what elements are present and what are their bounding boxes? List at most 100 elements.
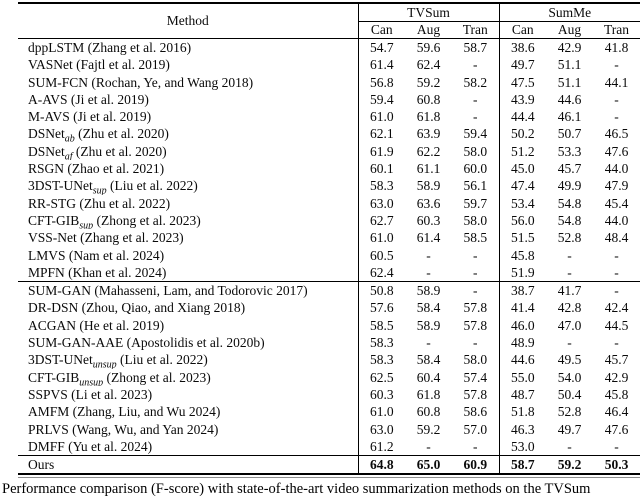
- group-header-row: Method TVSum SumMe: [18, 3, 640, 39]
- value-cell: 58.9: [416, 178, 441, 194]
- value-cell: 58.2: [463, 74, 488, 90]
- method-cell: SSPVS (Li et al. 2023): [28, 386, 153, 402]
- value-cell: 46.3: [498, 420, 547, 438]
- value-cell: -: [473, 247, 478, 263]
- table-row: CFT-GIBsup (Zhong et al. 2023) 62.7 60.3 58…: [18, 211, 640, 230]
- table-row: 3DST-UNetunsup (Liu et al. 2022) 58.3 58.4…: [18, 351, 640, 369]
- value-cell: 59.6: [416, 40, 441, 55]
- value-cell: 51.1: [557, 74, 582, 90]
- method-cell: 3DST-UNetsup (Liu et al. 2022): [18, 177, 358, 194]
- value-cell: 62.1: [357, 125, 405, 143]
- method-cell: SUM-GAN-AAE (Apostolidis et al. 2020b): [28, 335, 265, 351]
- value-cell: 49.7: [557, 421, 582, 437]
- col-header-summe-tran: Tran: [593, 21, 640, 39]
- col-header-summe-aug: Aug: [546, 21, 594, 39]
- value-cell: 56.0: [498, 211, 547, 230]
- value-cell: 57.8: [463, 317, 488, 333]
- value-cell: 61.2: [357, 437, 405, 456]
- value-cell: 54.0: [557, 369, 582, 385]
- value-cell: 53.3: [557, 143, 582, 159]
- value-cell: 55.0: [498, 368, 547, 386]
- value-cell: 64.8: [357, 455, 405, 476]
- section-ours: Ours 64.8 65.0 60.9 58.7 59.2 50.3: [18, 455, 640, 476]
- value-cell: 50.8: [357, 281, 405, 300]
- value-cell: 60.8: [416, 91, 441, 107]
- table-row: VSS-Net (Zhang et al. 2023) 61.0 61.4 58.5 5…: [18, 229, 640, 247]
- method-cell: LMVS (Nam et al. 2024): [28, 247, 165, 263]
- value-cell: -: [473, 264, 478, 280]
- table-row: MPFN (Khan et al. 2024) 62.4 - - 51.9 - -: [18, 263, 640, 282]
- value-cell: 58.9: [405, 281, 452, 300]
- value-cell: 59.4: [357, 90, 405, 109]
- value-cell: 45.8: [498, 246, 547, 264]
- method-cell: RR-STG (Zhu et al. 2022): [28, 195, 171, 211]
- value-cell: 59.7: [463, 195, 488, 211]
- value-cell: 42.4: [604, 300, 629, 316]
- method-cell: dppLSTM (Zhang et al. 2016): [28, 40, 192, 55]
- value-cell: 42.9: [604, 369, 629, 385]
- value-cell: 50.3: [593, 455, 640, 476]
- value-cell: 58.3: [357, 351, 405, 369]
- table-row: DSNetaf (Zhu et al. 2020) 61.9 62.2 58.0 51.…: [18, 142, 640, 161]
- value-cell: 48.7: [498, 385, 547, 404]
- method-cell: MPFN (Khan et al. 2024): [28, 264, 167, 280]
- value-cell: 61.4: [416, 230, 441, 246]
- value-cell: 50.2: [498, 125, 547, 143]
- value-cell: 53.0: [498, 437, 547, 456]
- value-cell: -: [426, 335, 431, 351]
- value-cell: 60.5: [357, 246, 405, 264]
- value-cell: 59.4: [463, 126, 488, 142]
- value-cell: 45.7: [604, 352, 629, 368]
- value-cell: 60.3: [416, 212, 441, 228]
- value-cell: -: [593, 281, 640, 300]
- value-cell: 58.6: [463, 404, 488, 420]
- value-cell: 47.6: [604, 421, 629, 437]
- value-cell: 62.7: [357, 211, 405, 230]
- value-cell: 57.6: [357, 299, 405, 317]
- value-cell: 44.1: [604, 74, 629, 90]
- value-cell: -: [614, 247, 619, 263]
- table-row: SUM-FCN (Rochan, Ye, and Wang 2018) 56.8 5…: [18, 73, 640, 91]
- table-row: DSNetab (Zhu et al. 2020) 62.1 63.9 59.4 50.…: [18, 125, 640, 143]
- value-cell: 38.7: [498, 281, 547, 300]
- value-cell: 52.8: [557, 404, 582, 420]
- section-supervised: dppLSTM (Zhang et al. 2016) 54.7 59.6 58.7 3…: [18, 38, 640, 282]
- value-cell: -: [452, 281, 500, 300]
- value-cell: 50.7: [557, 126, 582, 142]
- value-cell: 58.4: [416, 300, 441, 316]
- value-cell: -: [473, 335, 478, 351]
- method-cell: DR-DSN (Zhou, Qiao, and Xiang 2018): [28, 300, 246, 316]
- value-cell: 61.0: [357, 403, 405, 421]
- value-cell: 62.5: [357, 368, 405, 386]
- value-cell: 44.0: [604, 161, 629, 177]
- value-cell: 57.0: [463, 421, 488, 437]
- table-row: VASNet (Fajtl et al. 2019) 61.4 62.4 - 49.7 5…: [18, 56, 640, 74]
- value-cell: -: [614, 438, 619, 454]
- value-cell: 48.9: [498, 334, 547, 352]
- table-row: 3DST-UNetsup (Liu et al. 2022) 58.3 58.9 56…: [18, 177, 640, 195]
- value-cell: 47.0: [557, 317, 582, 333]
- value-cell: 44.0: [604, 212, 629, 228]
- value-cell: 58.3: [357, 334, 405, 352]
- value-cell: 61.0: [357, 108, 405, 126]
- value-cell: 61.8: [416, 109, 441, 125]
- table-row: LMVS (Nam et al. 2024) 60.5 - - 45.8 - -: [18, 246, 640, 264]
- value-cell: 54.8: [557, 195, 582, 211]
- value-cell: 65.0: [405, 455, 452, 476]
- method-cell: DSNetab (Zhu et al. 2020): [18, 125, 358, 142]
- value-cell: 58.5: [463, 230, 488, 246]
- method-cell: VASNet (Fajtl et al. 2019): [28, 57, 170, 73]
- value-cell: 51.8: [498, 403, 547, 421]
- value-cell: -: [567, 335, 572, 351]
- value-cell: 51.1: [557, 57, 582, 73]
- col-header-method: Method: [18, 3, 358, 39]
- section-unsupervised: SUM-GAN (Mahasseni, Lam, and Todorovic 2…: [18, 281, 640, 456]
- value-cell: 59.2: [416, 421, 441, 437]
- value-cell: 57.8: [463, 300, 488, 316]
- value-cell: 58.4: [416, 352, 441, 368]
- method-cell: A-AVS (Ji et al. 2019): [28, 91, 149, 107]
- value-cell: 63.0: [357, 194, 405, 212]
- table-row: DMFF (Yu et al. 2024) 61.2 - - 53.0 - -: [18, 437, 640, 456]
- table-row: AMFM (Zhang, Liu, and Wu 2024) 61.0 60.8 58…: [18, 403, 640, 421]
